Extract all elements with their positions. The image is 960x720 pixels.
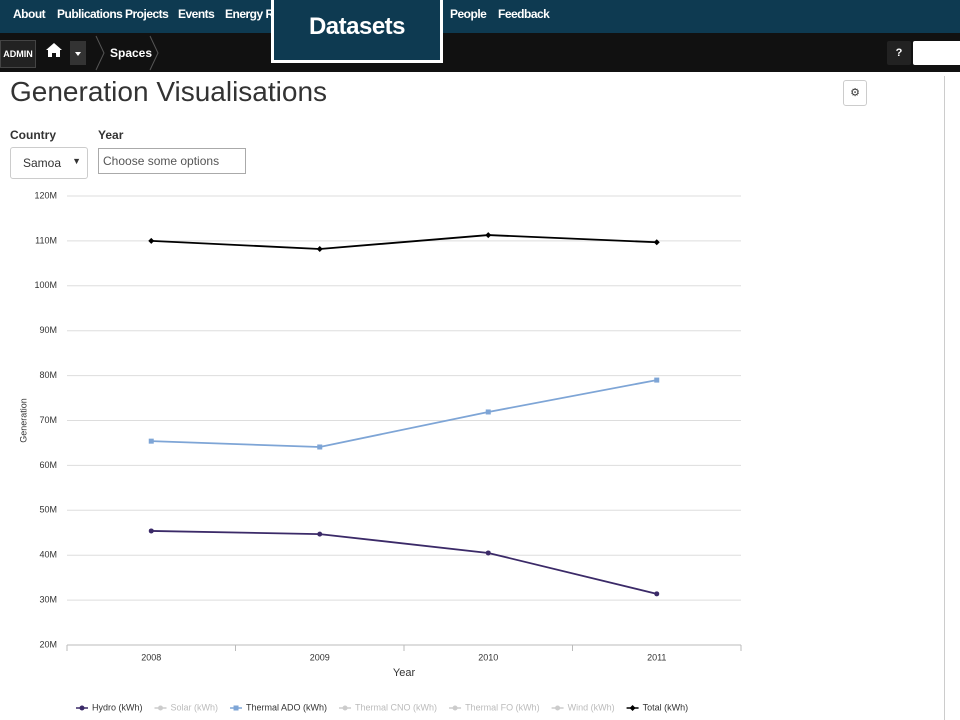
year-input[interactable]: Choose some options	[98, 148, 246, 174]
legend-entry[interactable]: Thermal ADO (kWh)	[246, 702, 327, 712]
marker	[342, 705, 348, 711]
nav-item[interactable]: Events	[178, 7, 215, 21]
page-title: Generation Visualisations	[10, 76, 328, 107]
admin-button[interactable]: ADMIN	[0, 40, 36, 68]
y-tick-label: 40M	[39, 550, 57, 560]
y-tick-label: 30M	[39, 594, 57, 604]
search-input[interactable]	[913, 41, 960, 65]
x-axis-label: Year	[393, 667, 416, 679]
settings-button[interactable]: ⚙	[843, 80, 867, 106]
toolbar	[0, 33, 960, 72]
nav-item[interactable]: Feedback	[498, 7, 550, 21]
country-label: Country	[10, 128, 56, 142]
marker	[654, 591, 660, 597]
marker	[158, 705, 164, 711]
legend-entry[interactable]: Hydro (kWh)	[92, 702, 143, 712]
caret	[75, 52, 81, 56]
y-tick-label: 90M	[39, 325, 57, 335]
y-tick-label: 50M	[39, 505, 57, 515]
x-tick-label: 2008	[141, 652, 161, 662]
legend-entry[interactable]: Solar (kWh)	[171, 702, 219, 712]
marker	[452, 705, 458, 711]
marker	[485, 550, 491, 556]
series-line	[151, 379, 657, 448]
series-line	[151, 234, 657, 250]
marker	[317, 531, 323, 537]
nav-item[interactable]: People	[450, 7, 487, 21]
year-label: Year	[98, 128, 124, 142]
marker	[148, 237, 155, 244]
legend-entry[interactable]: Wind (kWh)	[568, 702, 615, 712]
y-tick-label: 80M	[39, 370, 57, 380]
help-button[interactable]: ?	[887, 41, 911, 65]
datasets-popup[interactable]: Datasets	[271, 0, 443, 63]
y-axis-label: Generation	[18, 398, 28, 443]
x-tick-label: 2010	[478, 652, 498, 662]
nav-item[interactable]: Publications	[57, 7, 123, 21]
legend-entry[interactable]: Thermal CNO (kWh)	[355, 702, 437, 712]
marker	[233, 705, 239, 711]
y-tick-label: 70M	[39, 415, 57, 425]
nav-item[interactable]: Projects	[125, 7, 169, 21]
x-tick-label: 2009	[310, 652, 330, 662]
marker	[629, 705, 636, 711]
marker	[148, 438, 154, 444]
y-tick-label: 110M	[35, 235, 57, 245]
legend-entry[interactable]: Total (kWh)	[643, 702, 689, 712]
country-select[interactable]: Samoa ▼	[10, 147, 88, 179]
breadcrumb[interactable]: Spaces	[110, 46, 153, 60]
crumb-sep	[95, 35, 105, 71]
country-value: Samoa	[23, 156, 62, 170]
marker	[79, 705, 85, 711]
nav-item[interactable]: About	[13, 7, 46, 21]
marker	[654, 377, 660, 383]
y-tick-label: 20M	[39, 639, 57, 649]
x-tick-label: 2011	[647, 652, 666, 662]
y-tick-label: 120M	[34, 190, 57, 200]
home-icon[interactable]	[46, 43, 62, 57]
marker	[317, 444, 323, 450]
legend-entry[interactable]: Thermal FO (kWh)	[465, 702, 540, 712]
series-line	[151, 530, 657, 595]
crumb-sep	[149, 35, 159, 71]
marker	[485, 409, 491, 415]
marker	[316, 245, 323, 252]
panel-edge	[944, 76, 945, 720]
caret: ▼	[72, 156, 81, 166]
year-placeholder: Choose some options	[103, 154, 220, 168]
nav-bar	[0, 0, 960, 33]
y-tick-label: 60M	[39, 460, 57, 470]
marker	[555, 705, 561, 711]
marker	[148, 528, 154, 534]
marker	[485, 232, 492, 239]
marker	[653, 239, 660, 246]
y-tick-label: 100M	[34, 280, 57, 290]
